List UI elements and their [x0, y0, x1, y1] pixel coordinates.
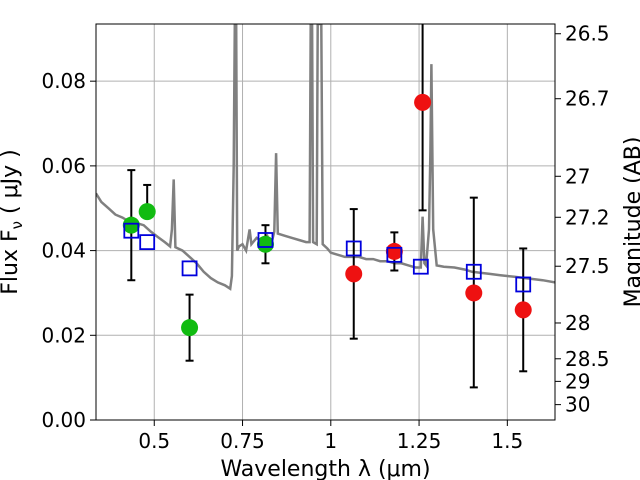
green-point [181, 319, 199, 337]
red-point [414, 93, 432, 111]
grid-lines [96, 24, 555, 421]
model-square [515, 276, 532, 293]
x-tick-label: 0.75 [220, 429, 265, 453]
y-tick-label: 0.04 [41, 239, 86, 263]
model-square [386, 246, 403, 263]
mag-tick-label: 28 [565, 311, 590, 335]
red-point [514, 301, 532, 319]
green-point [256, 235, 274, 253]
y-axis-label: Flux Fν ( μJy ) [0, 149, 26, 294]
x-axis-label: Wavelength λ (μm) [220, 457, 430, 480]
x-tick-label: 1.25 [397, 429, 442, 453]
mag-tick-label: 29 [565, 369, 590, 393]
model-square [181, 260, 198, 277]
x-tick-label: 1.5 [491, 429, 523, 453]
spectrum-layer [96, 24, 555, 291]
mag-tick-label: 30 [565, 393, 590, 417]
red-point [385, 242, 403, 260]
model-square [345, 240, 362, 257]
model-square [123, 222, 140, 239]
mag-tick-label: 26.5 [565, 22, 610, 46]
x-tick-label: 0.5 [138, 429, 170, 453]
model-square [257, 232, 274, 248]
y-tick-label: 0.00 [41, 408, 86, 432]
model-square [465, 263, 482, 280]
data-markers [122, 93, 532, 337]
mag-tick-label: 27 [565, 164, 590, 188]
y-tick-label: 0.08 [41, 69, 86, 93]
y-axis-right-label: Magnitude (AB) [621, 137, 640, 308]
green-point [122, 216, 140, 234]
mag-tick-label: 26.7 [565, 87, 610, 111]
mag-tick-label: 28.5 [565, 347, 610, 371]
green-point [138, 203, 156, 221]
x-tick-label: 1 [324, 429, 337, 453]
spectrum-line [96, 24, 555, 291]
y-tick-label: 0.02 [41, 323, 86, 347]
axis-ticks: 0.5 0.75 1 1.25 1.5 0.00 0.02 0.04 0.06 0.08 26.5 2… [41, 22, 609, 453]
plot-frame [95, 23, 556, 421]
y-tick-label: 0.06 [41, 154, 86, 178]
mag-tick-label: 27.5 [565, 254, 610, 278]
model-square [139, 234, 156, 251]
model-square [412, 258, 429, 275]
red-point [345, 265, 363, 283]
mag-tick-label: 27.2 [565, 205, 610, 229]
red-point [465, 284, 483, 302]
